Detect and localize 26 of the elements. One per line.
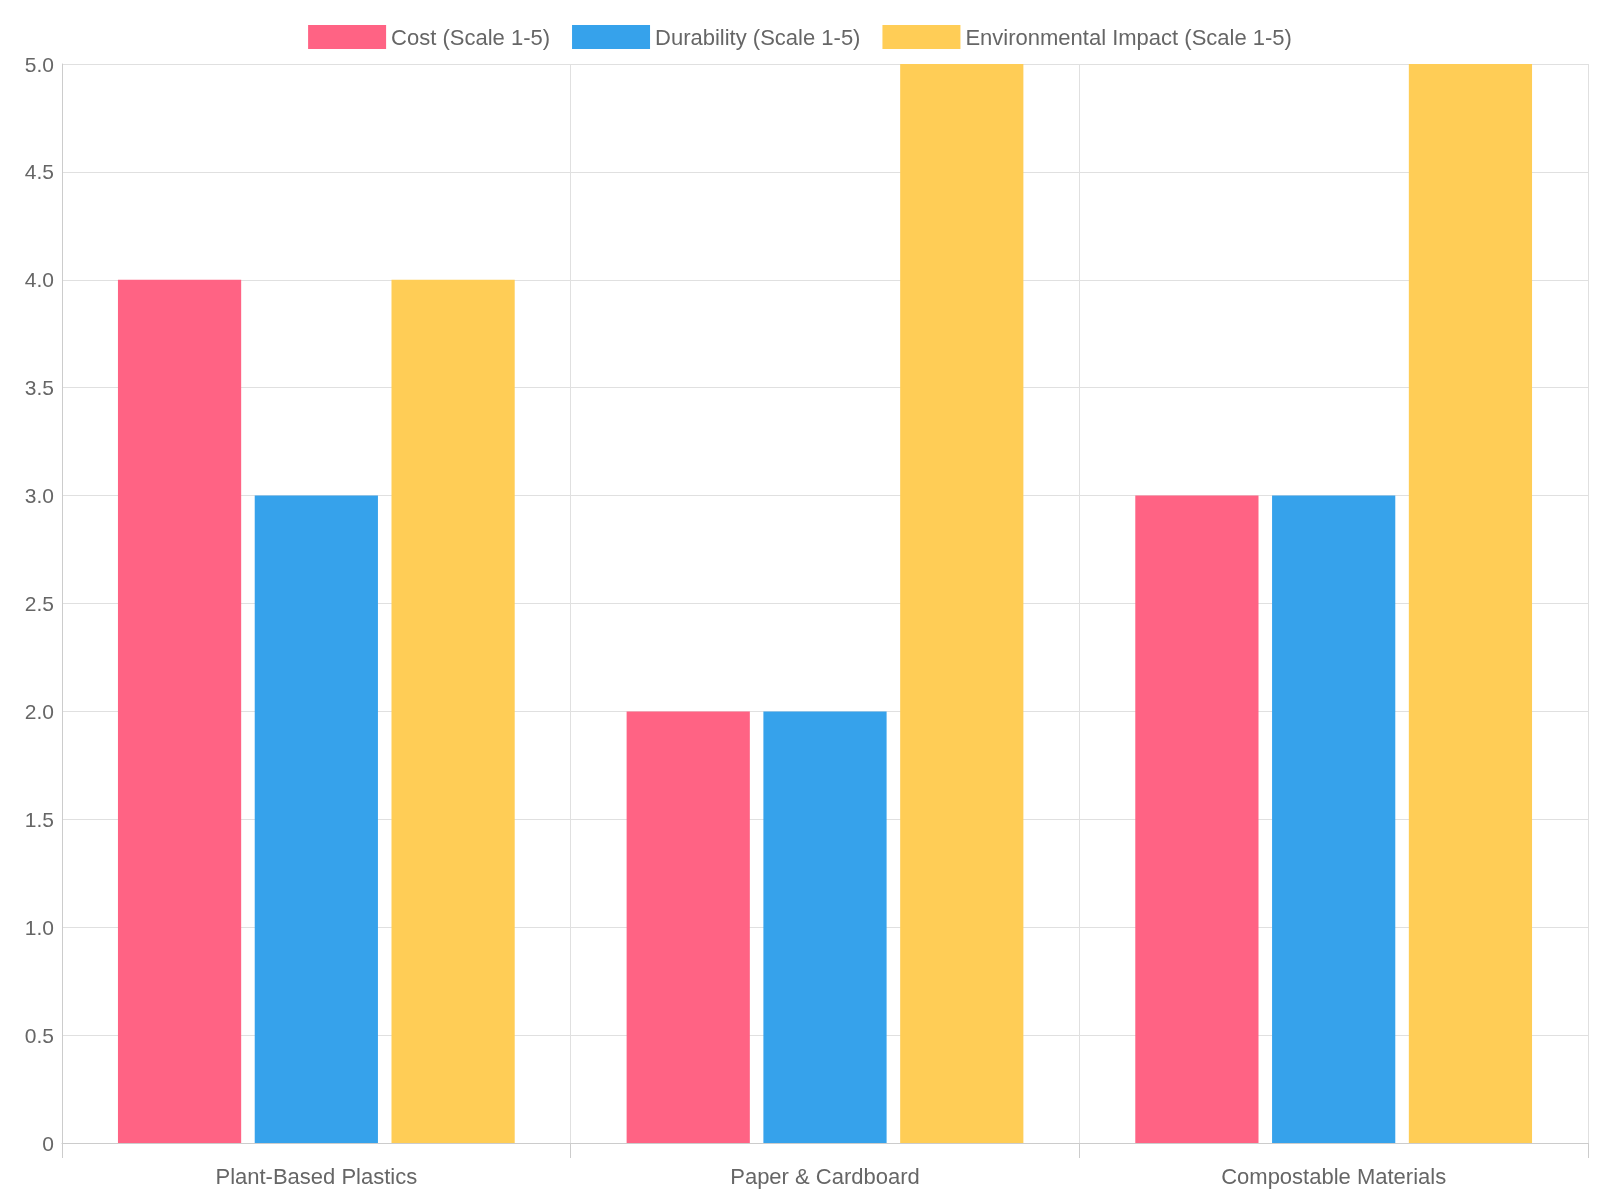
bar bbox=[1272, 495, 1396, 1143]
bar bbox=[254, 495, 378, 1143]
bar bbox=[1408, 64, 1533, 1143]
y-tick-label: 0.5 bbox=[24, 1023, 54, 1047]
bar bbox=[763, 711, 887, 1143]
bar bbox=[117, 279, 242, 1143]
y-tick-label: 2.0 bbox=[24, 699, 54, 723]
legend-label: Durability (Scale 1-5) bbox=[655, 24, 861, 50]
y-tick-label: 3.0 bbox=[24, 484, 54, 508]
bar bbox=[391, 279, 515, 1143]
bar bbox=[900, 64, 1024, 1143]
x-tick-label: Paper & Cardboard bbox=[730, 1163, 920, 1189]
legend-label: Environmental Impact (Scale 1-5) bbox=[965, 24, 1292, 50]
y-tick-label: 3.5 bbox=[24, 376, 54, 400]
y-tick-label: 1.5 bbox=[24, 807, 54, 831]
y-tick-label: 0 bbox=[42, 1131, 54, 1155]
bar bbox=[1135, 495, 1259, 1143]
y-tick-label: 4.5 bbox=[24, 160, 54, 184]
bar bbox=[626, 711, 750, 1143]
x-tick-label: Compostable Materials bbox=[1221, 1163, 1447, 1189]
legend-label: Cost (Scale 1-5) bbox=[391, 24, 551, 50]
y-tick-label: 5.0 bbox=[24, 52, 54, 76]
y-tick-label: 4.0 bbox=[24, 268, 54, 292]
y-tick-label: 2.5 bbox=[24, 592, 54, 615]
y-tick-label: 1.0 bbox=[24, 915, 54, 939]
x-tick-label: Plant-Based Plastics bbox=[215, 1163, 418, 1189]
